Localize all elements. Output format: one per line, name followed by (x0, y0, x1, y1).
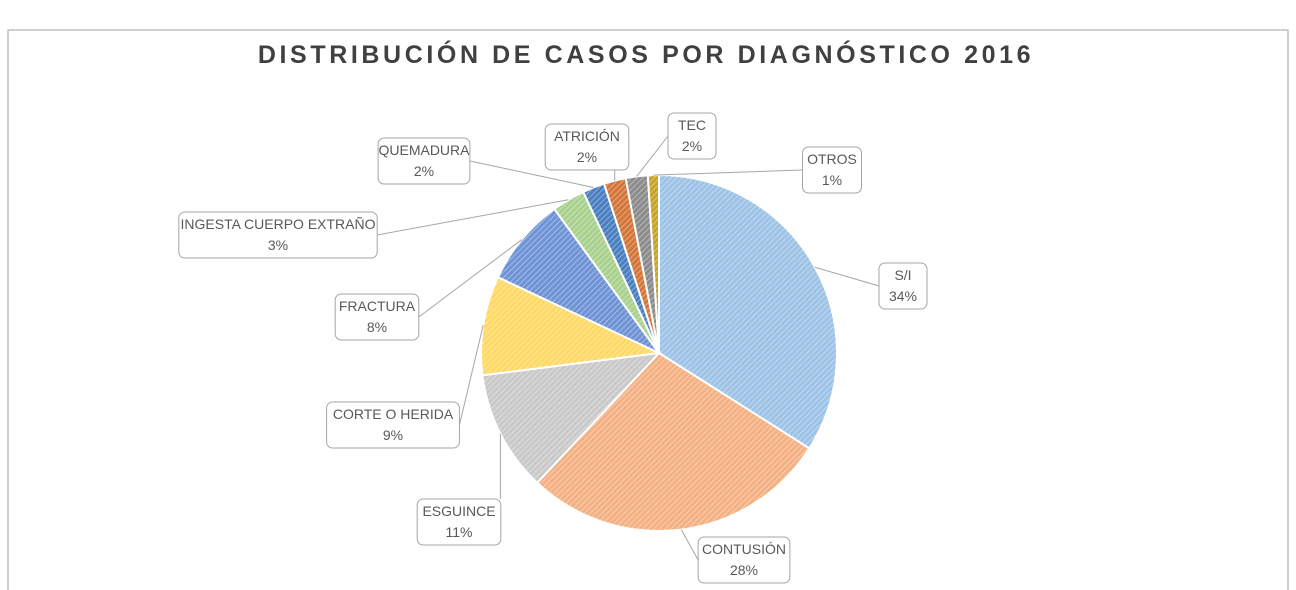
label-box (334, 293, 420, 341)
category-label: TEC (678, 117, 706, 133)
category-label: FRACTURA (339, 298, 416, 314)
value-label: 2% (682, 138, 702, 154)
value-label: 2% (414, 163, 434, 179)
leader-line (636, 135, 669, 177)
value-label: 8% (367, 319, 387, 335)
value-label: 2% (577, 149, 597, 165)
label-box (377, 137, 471, 185)
value-label: 9% (383, 427, 403, 443)
leader-line (814, 266, 880, 287)
label-box (178, 211, 378, 259)
leader-line (653, 169, 803, 176)
label-box (416, 498, 502, 546)
leader-line (458, 325, 484, 426)
label-box (544, 123, 630, 171)
chart-title: DISTRIBUCIÓN DE CASOS POR DIAGNÓSTICO 20… (257, 41, 1035, 69)
category-label: CONTUSIÓN (702, 541, 786, 557)
category-label: INGESTA CUERPO EXTRAÑO (181, 216, 376, 232)
value-label: 34% (889, 288, 917, 304)
category-label: ESGUINCE (422, 503, 495, 519)
leader-line (680, 529, 699, 561)
value-label: 28% (730, 562, 758, 578)
pie-slice (496, 207, 660, 354)
value-label: 3% (268, 237, 288, 253)
label-box (326, 401, 460, 449)
leader-line (377, 199, 569, 236)
label-box (878, 262, 928, 310)
pie-slice (481, 351, 662, 485)
chart-frame (7, 29, 1289, 590)
value-label: 1% (822, 172, 842, 188)
category-label: S/I (894, 267, 911, 283)
label-box (802, 146, 862, 194)
leader-line (418, 239, 523, 318)
pie-slice (658, 173, 838, 450)
category-label: QUEMADURA (378, 142, 470, 158)
category-label: CORTE O HERIDA (333, 406, 454, 422)
label-box (667, 112, 717, 160)
category-label: ATRICIÓN (554, 128, 620, 144)
category-label: OTROS (807, 151, 857, 167)
value-label: 11% (446, 524, 473, 540)
leader-line (469, 160, 594, 188)
pie-slice (535, 351, 811, 532)
pie-slice (480, 275, 663, 377)
label-box (697, 536, 791, 584)
